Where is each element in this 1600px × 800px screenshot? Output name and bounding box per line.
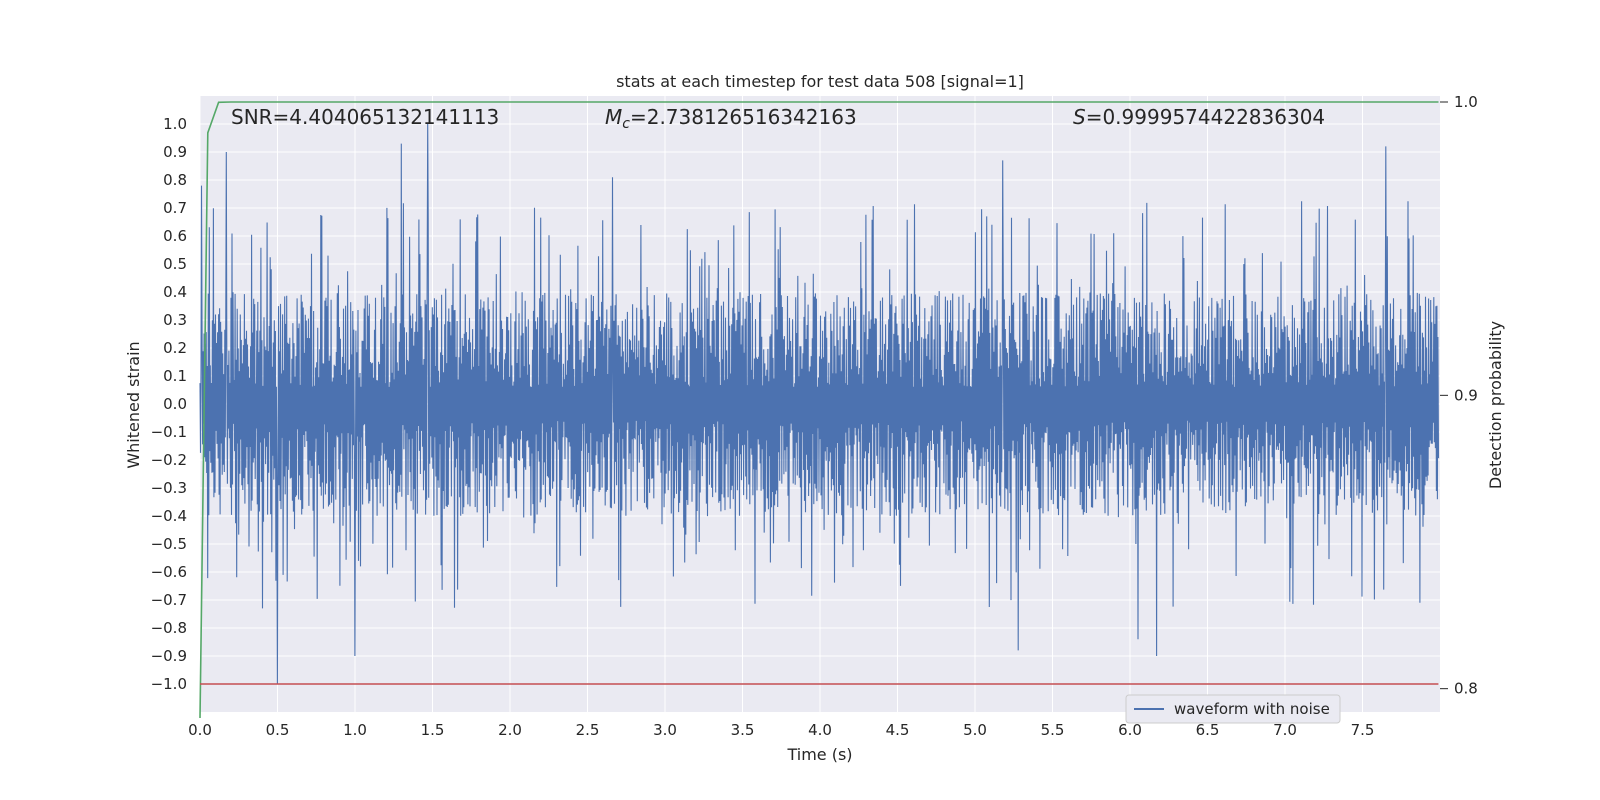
legend-label: waveform with noise <box>1174 700 1330 718</box>
x-tick-label: 2.0 <box>498 721 522 739</box>
x-tick-label: 5.5 <box>1041 721 1065 739</box>
x-tick-label: 1.0 <box>343 721 367 739</box>
mc-value: =2.738126516342163 <box>630 105 857 129</box>
y2-axis-label: Detection probability <box>1486 321 1505 489</box>
y-tick-label: 0.7 <box>163 199 187 217</box>
mc-symbol: M <box>605 105 622 129</box>
x-tick-label: 1.5 <box>421 721 445 739</box>
x-tick-label: 6.0 <box>1118 721 1142 739</box>
waveform-line <box>199 123 1440 685</box>
y-tick-label: 0.0 <box>163 395 187 413</box>
y-tick-label: 0.5 <box>163 255 187 273</box>
y-tick-label: −0.2 <box>151 451 187 469</box>
x-tick-label: 0.5 <box>266 721 290 739</box>
y-tick-label: −0.1 <box>151 423 187 441</box>
x-tick-label: 3.0 <box>653 721 677 739</box>
x-axis-label: Time (s) <box>786 745 852 764</box>
y-tick-label: 0.3 <box>163 311 187 329</box>
y2-tick-label: 0.9 <box>1454 386 1478 404</box>
x-tick-label: 2.5 <box>576 721 600 739</box>
y-tick-label: 0.4 <box>163 283 187 301</box>
x-axis-ticks: 0.0 0.5 1.0 1.5 2.0 2.5 3.0 3.5 4.0 4.5 5.0 5.5 6.0 6… <box>188 721 1374 739</box>
y-tick-label: 0.9 <box>163 143 187 161</box>
mc-subscript: c <box>622 116 630 132</box>
y-tick-label: −0.5 <box>151 535 187 553</box>
detection-probability-line <box>199 101 1439 719</box>
y2-tick-label: 0.8 <box>1454 680 1478 698</box>
y-tick-label: −0.9 <box>151 647 187 665</box>
x-tick-label: 7.5 <box>1351 721 1375 739</box>
legend-box <box>1125 694 1341 724</box>
x-tick-label: 3.5 <box>731 721 755 739</box>
y-tick-label: −1.0 <box>151 675 187 693</box>
y-axis-ticks: 1.0 0.9 0.8 0.7 0.6 0.5 0.4 0.3 0.2 0.1 0.0 −0.1 −0.… <box>151 115 187 693</box>
y-axis-label: Whitened strain <box>124 341 143 468</box>
y-tick-label: −0.8 <box>151 619 187 637</box>
snr-annotation: SNR=4.404065132141113 <box>231 105 499 129</box>
chart-title: stats at each timestep for test data 508… <box>616 72 1024 91</box>
probability-annotation: S=0.9999574422836304 <box>1073 105 1325 129</box>
y2-axis-ticks: 1.0 0.9 0.8 <box>1440 93 1478 698</box>
x-tick-label: 5.0 <box>963 721 987 739</box>
x-tick-label: 4.5 <box>886 721 910 739</box>
y-tick-label: 1.0 <box>163 115 187 133</box>
legend: waveform with noise <box>1125 694 1341 724</box>
y-tick-label: 0.6 <box>163 227 187 245</box>
x-tick-label: 7.0 <box>1273 721 1297 739</box>
y-tick-label: −0.6 <box>151 563 187 581</box>
overlay-lines <box>199 101 1439 719</box>
x-tick-label: 6.5 <box>1196 721 1220 739</box>
y-tick-label: 0.1 <box>163 367 187 385</box>
y-tick-label: 0.2 <box>163 339 187 357</box>
chirp-mass-annotation: Mc=2.738126516342163 <box>605 105 857 132</box>
y-tick-label: −0.7 <box>151 591 187 609</box>
waveform-series <box>199 123 1440 685</box>
s-symbol: S <box>1073 105 1086 129</box>
y-tick-label: 0.8 <box>163 171 187 189</box>
y-tick-label: −0.4 <box>151 507 187 525</box>
y2-tick-label: 1.0 <box>1454 93 1478 111</box>
y-tick-label: −0.3 <box>151 479 187 497</box>
s-value: =0.9999574422836304 <box>1086 105 1325 129</box>
x-tick-label: 4.0 <box>808 721 832 739</box>
x-tick-label: 0.0 <box>188 721 212 739</box>
